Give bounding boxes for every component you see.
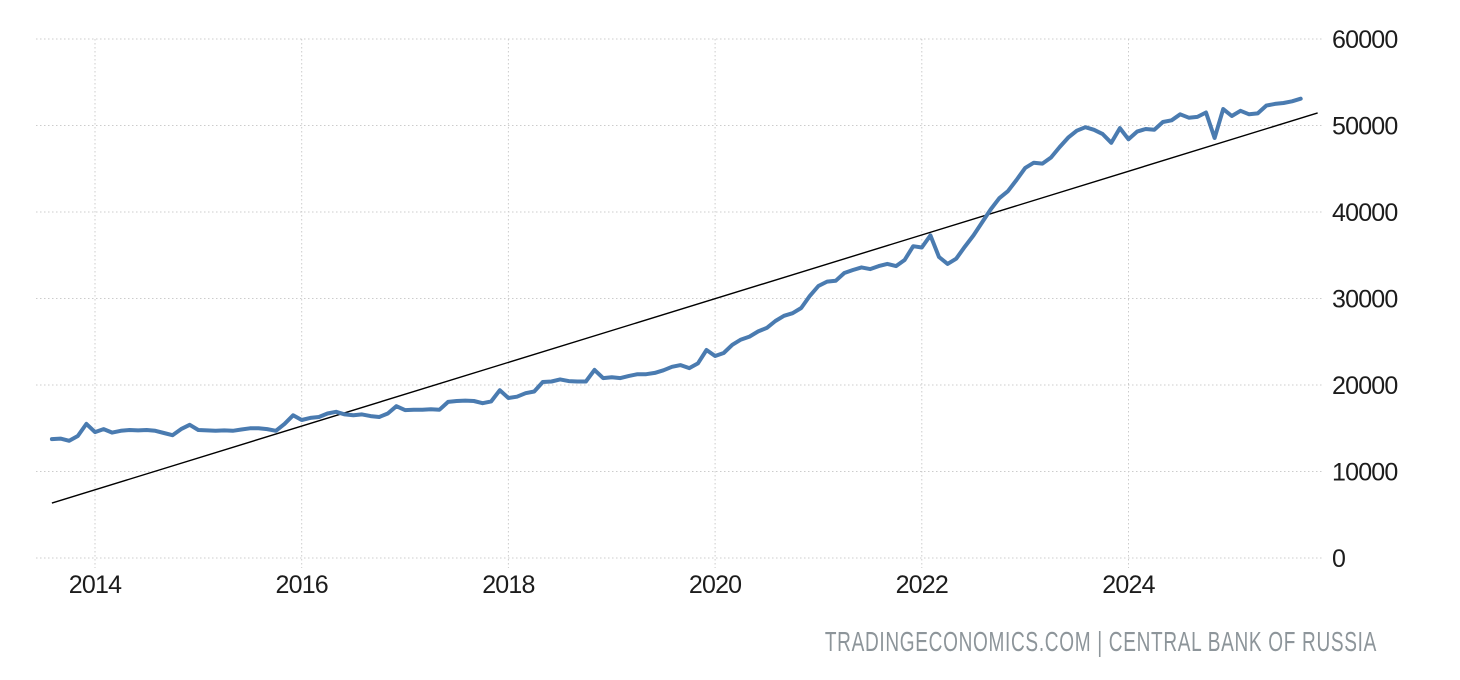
y-tick-label: 30000 [1332,286,1398,314]
y-tick-label: 20000 [1332,372,1398,400]
y-axis-labels: 0 10000 20000 30000 40000 50000 60000 [1332,26,1398,573]
y-tick-label: 50000 [1332,113,1398,141]
y-tick-label: 60000 [1332,26,1398,54]
x-tick-label: 2014 [69,571,122,599]
y-tick-label: 0 [1332,545,1345,573]
x-axis-labels: 2014 2016 2018 2020 2022 2024 [69,571,1157,599]
x-tick-label: 2016 [275,571,327,599]
trend-line [51,112,1318,504]
horizontal-gridlines [36,38,1322,559]
trend-line-group [51,112,1318,504]
x-tick-label: 2020 [689,571,741,599]
x-tick-label: 2022 [896,571,948,599]
data-series-line [49,96,1303,443]
y-tick-label: 10000 [1332,459,1398,487]
x-tick-label: 2024 [1102,571,1155,599]
attribution: TRADINGECONOMICS.COM | CENTRAL BANK OF R… [824,626,1377,657]
data-series-group [49,96,1303,443]
x-tick-label: 2018 [482,571,534,599]
y-tick-label: 40000 [1332,199,1398,227]
vertical-gridlines [94,39,1129,568]
